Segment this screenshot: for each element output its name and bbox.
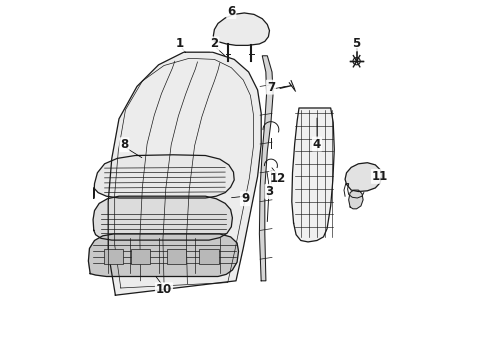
Text: 5: 5: [352, 37, 360, 50]
Polygon shape: [349, 190, 363, 209]
Bar: [167, 249, 186, 264]
Text: 8: 8: [120, 138, 128, 151]
Polygon shape: [292, 108, 334, 242]
Text: 11: 11: [372, 170, 388, 183]
Text: 2: 2: [210, 37, 219, 50]
Text: 7: 7: [267, 81, 275, 94]
Polygon shape: [108, 52, 261, 295]
Text: 10: 10: [156, 283, 172, 296]
Polygon shape: [94, 155, 234, 198]
Bar: [103, 249, 123, 264]
Text: 6: 6: [227, 5, 236, 18]
Polygon shape: [345, 163, 382, 192]
Text: 3: 3: [266, 185, 273, 198]
Polygon shape: [93, 196, 232, 240]
Polygon shape: [259, 56, 273, 281]
Text: 1: 1: [176, 37, 184, 50]
Text: 4: 4: [313, 138, 321, 150]
Text: 9: 9: [241, 192, 249, 205]
Text: 12: 12: [270, 172, 286, 185]
Polygon shape: [213, 13, 270, 45]
Bar: [199, 249, 219, 264]
Polygon shape: [88, 234, 239, 276]
Bar: [130, 249, 150, 264]
